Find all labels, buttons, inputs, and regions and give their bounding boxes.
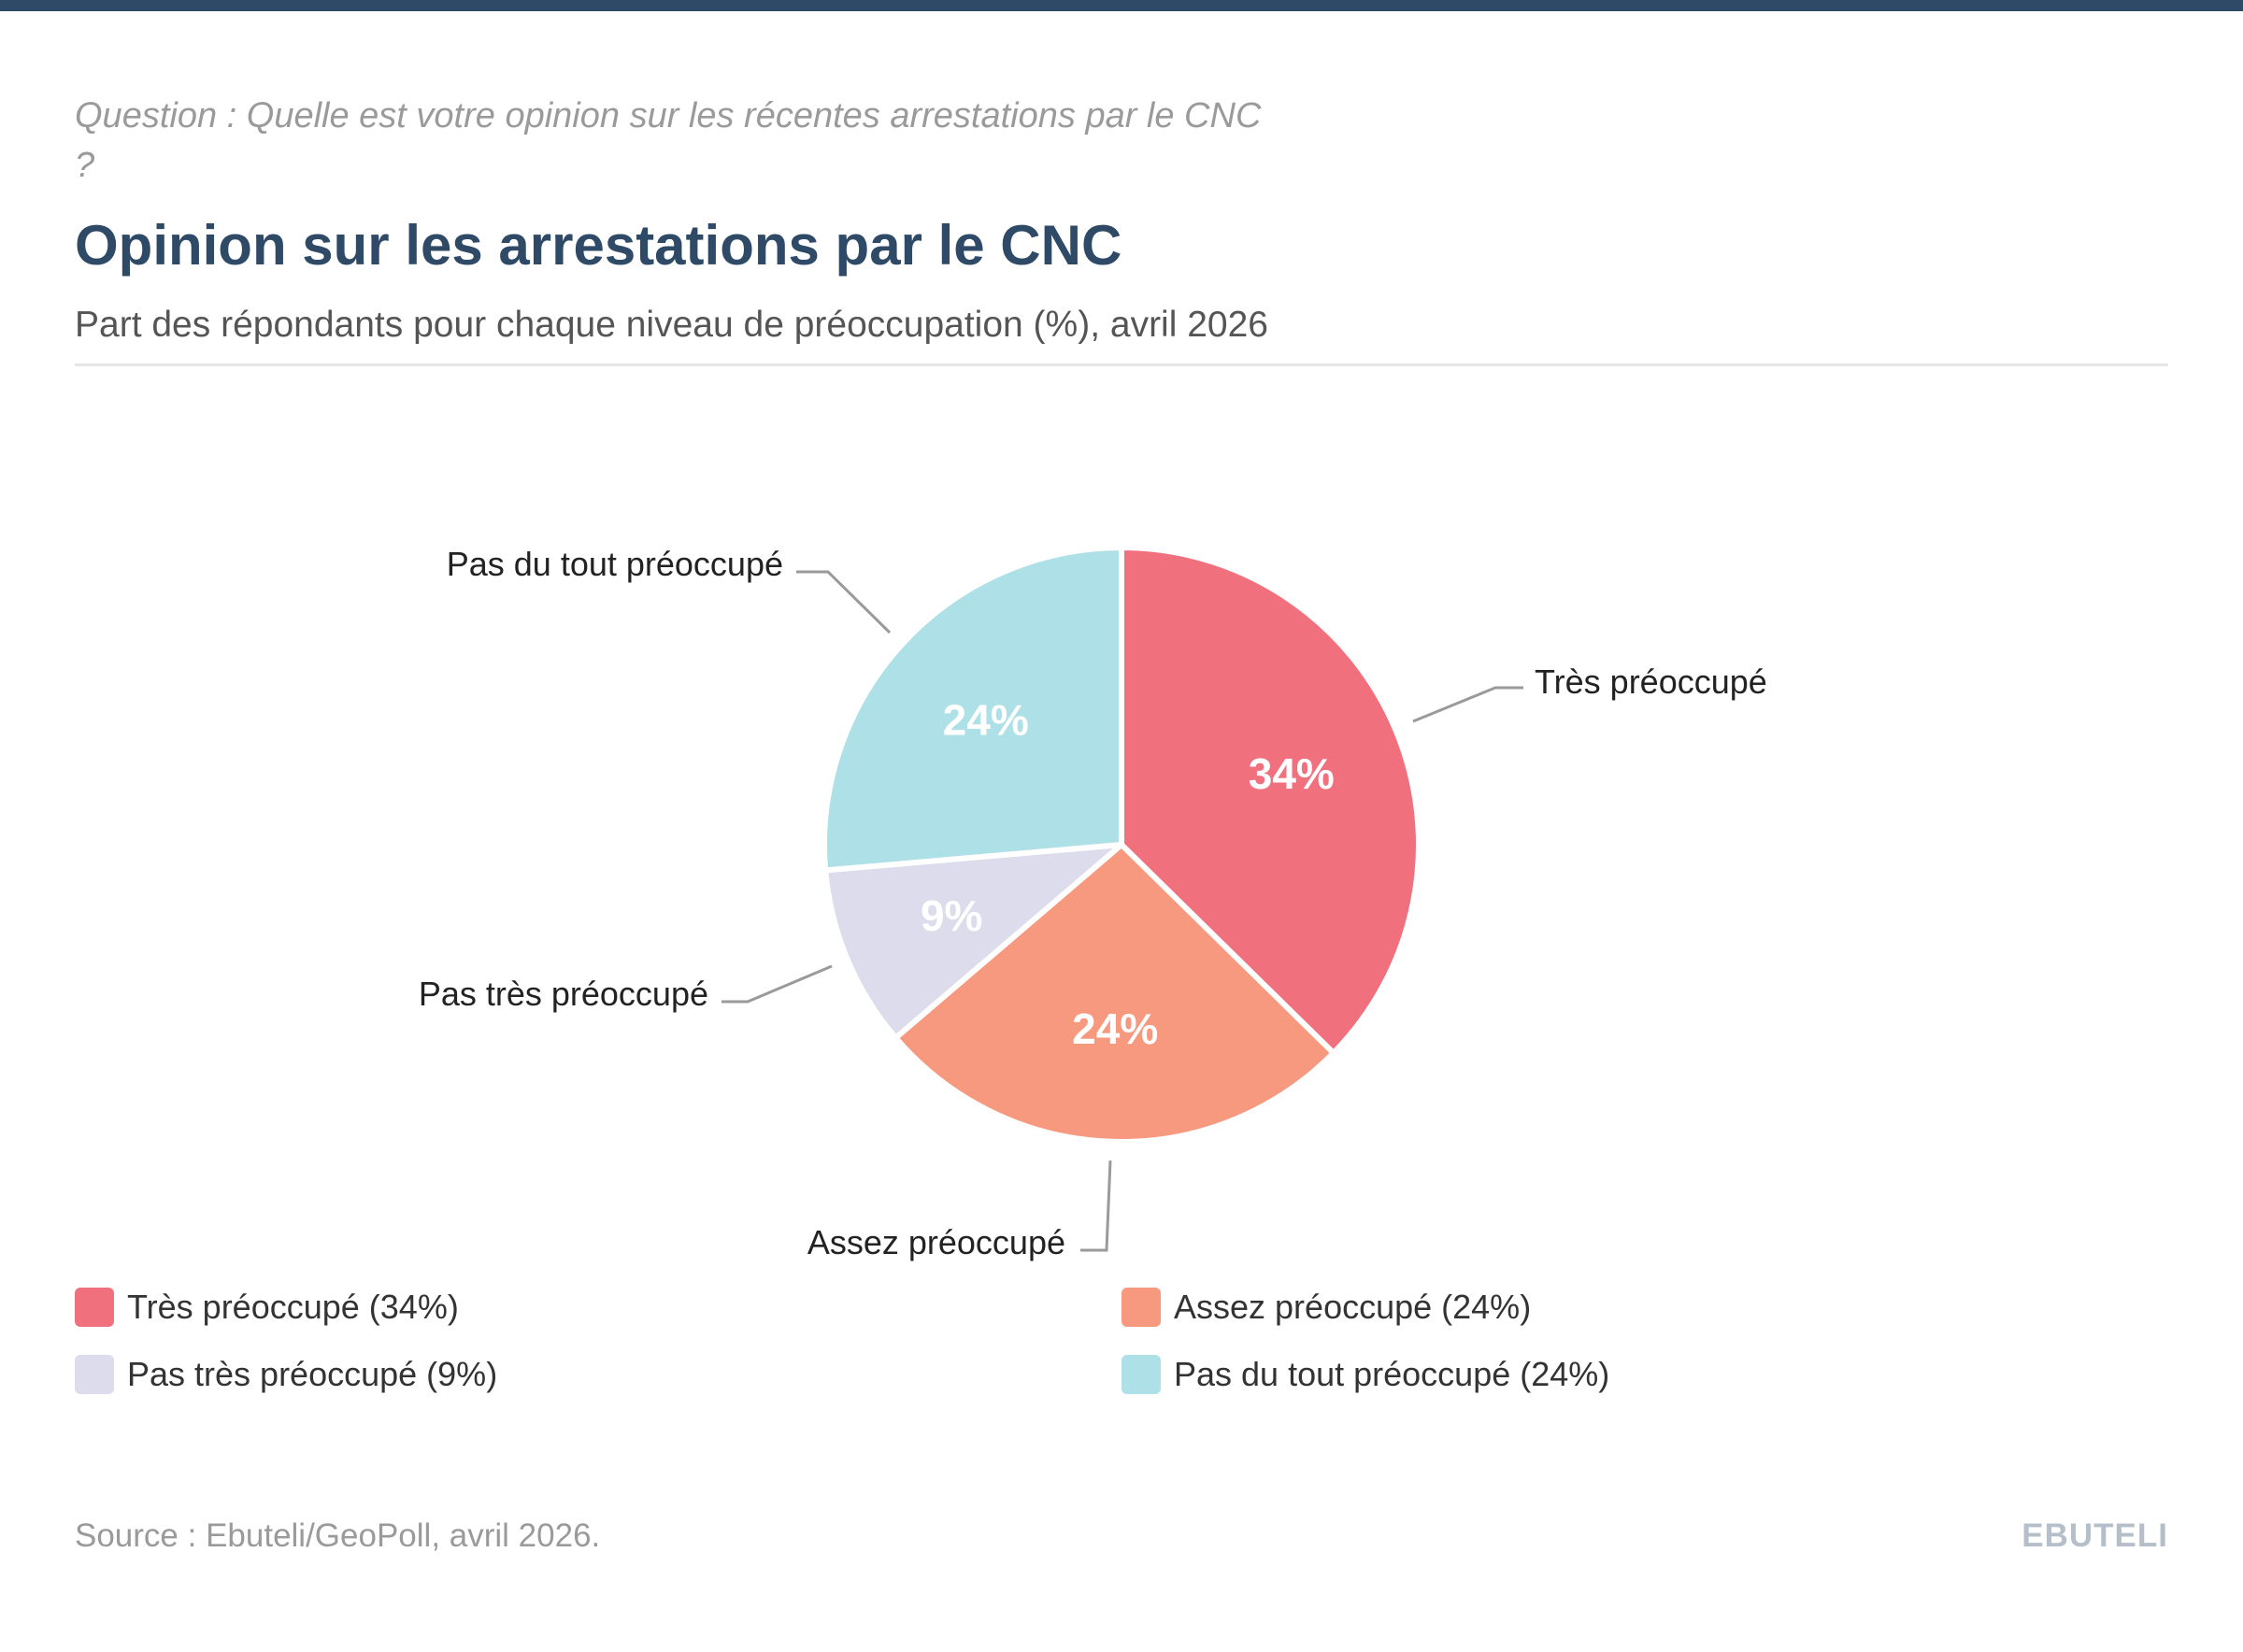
legend-swatch	[1122, 1355, 1161, 1394]
slice-category-label: Très préoccupé	[1535, 662, 1767, 701]
chart-title: Opinion sur les arrestations par le CNC	[75, 214, 1122, 277]
pie-slice-pas-du-tout-preoccupe	[821, 545, 1124, 874]
leader-line	[796, 570, 892, 634]
legend-swatch	[75, 1288, 114, 1327]
legend-item-pas-tres-preoccupe: Pas très préoccupé (9%)	[75, 1353, 497, 1396]
survey-question: Question : Quelle est votre opinion sur …	[75, 96, 1262, 185]
legend-item-pas-du-tout-preoccupe: Pas du tout préoccupé (24%)	[1122, 1353, 1609, 1396]
header-divider	[75, 363, 2168, 366]
legend-label: Pas du tout préoccupé (24%)	[1174, 1355, 1610, 1393]
legend-item-tres-preoccupe: Très préoccupé (34%)	[75, 1286, 459, 1329]
pie-slice-tres-preoccupe	[1119, 545, 1422, 1056]
legend-label: Assez préoccupé (24%)	[1174, 1288, 1532, 1326]
slice-value-label: 34%	[1249, 749, 1335, 798]
source-note: Source : Ebuteli/GeoPoll, avril 2026.	[75, 1517, 601, 1554]
slice-value-label: 24%	[1072, 1004, 1158, 1053]
slice-category-label: Pas du tout préoccupé	[447, 545, 783, 583]
leader-line	[721, 964, 833, 1004]
pie-slice-pas-tres-preoccupe	[822, 842, 1124, 1041]
slice-value-label: 9%	[921, 891, 982, 940]
top-accent-bar	[0, 0, 2243, 11]
leader-line	[1080, 1160, 1112, 1252]
legend-label: Très préoccupé (34%)	[127, 1288, 459, 1326]
chart-subtitle: Part des répondants pour chaque niveau d…	[75, 305, 1268, 345]
legend-item-assez-preoccupe: Assez préoccupé (24%)	[1122, 1286, 1531, 1329]
slice-category-label: Pas très préoccupé	[419, 975, 708, 1013]
legend-swatch	[75, 1355, 114, 1394]
legend-swatch	[1122, 1288, 1161, 1327]
slice-category-label: Assez préoccupé	[807, 1223, 1065, 1261]
legend: Très préoccupé (34%) Assez préoccupé (24…	[75, 1286, 2168, 1426]
legend-label: Pas très préoccupé (9%)	[127, 1355, 498, 1393]
pie-slice-assez-preoccupe	[893, 842, 1336, 1145]
leader-line	[1412, 686, 1523, 723]
slice-value-label: 24%	[943, 696, 1029, 745]
brand-logo: EBUTELI	[2022, 1517, 2168, 1554]
